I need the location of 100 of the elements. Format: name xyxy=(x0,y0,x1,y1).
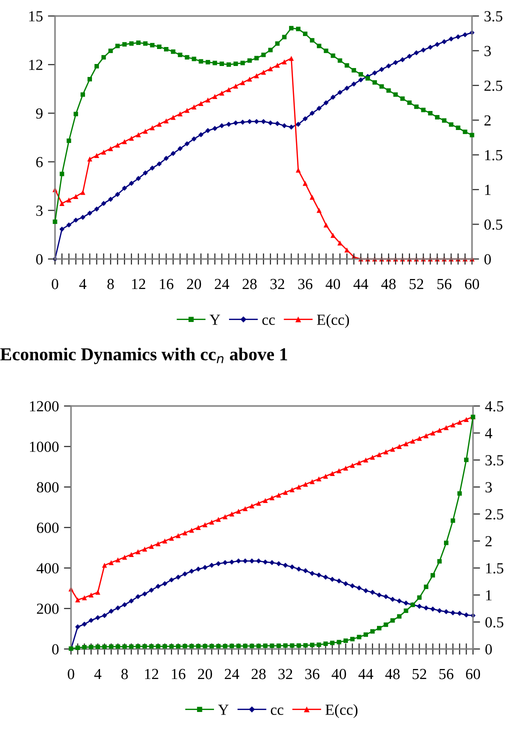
point xyxy=(256,558,262,564)
point xyxy=(262,560,268,565)
x-tick-label: 28 xyxy=(252,668,266,680)
x-tick-label: 16 xyxy=(160,278,174,290)
point xyxy=(82,622,87,627)
x-tick-label: 12 xyxy=(145,668,158,680)
point xyxy=(296,566,302,572)
point xyxy=(95,615,100,620)
y2-tick-label: 3.5 xyxy=(486,455,504,466)
y2-tick-label: 0 xyxy=(484,254,491,264)
point xyxy=(148,588,154,593)
point xyxy=(436,608,442,614)
point xyxy=(189,568,194,574)
point xyxy=(156,584,161,589)
y2-tick-label: 1 xyxy=(486,590,492,600)
point xyxy=(450,610,456,616)
x-tick-label: 28 xyxy=(242,278,257,290)
point xyxy=(128,598,134,604)
x-tick-label: 44 xyxy=(353,278,368,290)
point xyxy=(430,606,436,612)
point xyxy=(115,605,120,611)
point xyxy=(290,564,295,570)
point xyxy=(336,578,342,584)
y2-tick-label: 0 xyxy=(485,644,492,654)
y2-tick-label: 2.5 xyxy=(484,80,502,91)
point xyxy=(370,590,376,595)
point xyxy=(316,572,322,578)
point xyxy=(376,592,382,598)
y-tick-label: 3 xyxy=(36,206,43,216)
x-tick-label: 44 xyxy=(358,668,374,680)
point xyxy=(182,571,188,576)
y-tick-label: 400 xyxy=(36,563,59,574)
x-tick-label: 52 xyxy=(412,668,426,680)
legend-label: E(cc) xyxy=(325,704,358,718)
y-tick-label: 800 xyxy=(36,482,59,492)
point xyxy=(383,594,388,600)
x-tick-label: 60 xyxy=(465,278,480,290)
x-tick-label: 40 xyxy=(332,668,346,680)
point xyxy=(310,570,315,576)
x-tick-label: 8 xyxy=(107,278,114,290)
x-tick-label: 4 xyxy=(79,278,86,290)
point xyxy=(396,598,402,604)
point xyxy=(209,562,214,568)
point xyxy=(302,568,308,574)
chart-title: Economic Dynamics with cc$_{n}$ above 1 xyxy=(0,348,288,364)
y2-tick-label: 1.5 xyxy=(486,563,504,574)
y-tick-label: 200 xyxy=(36,604,59,614)
x-tick-label: 24 xyxy=(214,278,230,290)
point xyxy=(356,585,362,591)
y2-tick-label: 1 xyxy=(485,184,491,195)
point xyxy=(323,574,328,580)
point xyxy=(343,581,348,586)
legend-label: E(cc) xyxy=(316,314,349,328)
point xyxy=(108,608,114,614)
x-tick-label: 52 xyxy=(410,278,424,290)
x-tick-label: 4 xyxy=(94,668,102,680)
y-tick-label: 0 xyxy=(36,254,43,264)
point xyxy=(202,564,208,570)
point xyxy=(88,618,94,623)
point xyxy=(350,583,355,588)
y-tick-label: 0 xyxy=(52,644,59,654)
point xyxy=(122,602,128,608)
point xyxy=(403,600,409,606)
x-tick-label: 60 xyxy=(466,668,480,680)
x-tick-label: 56 xyxy=(437,278,452,290)
y-tick-label: 1000 xyxy=(30,442,59,452)
point xyxy=(168,577,174,582)
y-tick-label: 12 xyxy=(29,60,42,70)
y2-tick-label: 0.5 xyxy=(485,617,504,628)
y-tick-label: 6 xyxy=(36,156,43,168)
x-tick-label: 48 xyxy=(385,668,400,680)
point xyxy=(102,612,108,618)
y2-tick-label: 2 xyxy=(484,115,491,126)
x-tick-label: 48 xyxy=(381,278,396,290)
point xyxy=(464,612,469,618)
y-tick-label: 1200 xyxy=(30,401,59,412)
point xyxy=(249,558,254,564)
point xyxy=(196,566,201,572)
y-tick-label: 15 xyxy=(29,11,43,22)
point xyxy=(444,609,449,614)
point xyxy=(363,588,368,594)
y2-tick-label: 3.5 xyxy=(484,11,502,22)
y2-tick-label: 2.5 xyxy=(485,509,504,520)
y2-tick-label: 4 xyxy=(485,428,492,438)
x-tick-label: 20 xyxy=(187,278,202,290)
x-tick-label: 40 xyxy=(326,278,340,290)
y2-tick-label: 2 xyxy=(485,536,492,546)
point xyxy=(269,560,275,566)
point xyxy=(135,594,141,600)
x-tick-label: 56 xyxy=(439,668,454,680)
point xyxy=(330,576,335,582)
point xyxy=(457,610,462,616)
legend-label: Y xyxy=(210,314,220,325)
point xyxy=(424,605,429,611)
y2-tick-label: 3 xyxy=(486,482,492,492)
legend-label: cc xyxy=(270,708,284,715)
y2-tick-label: 1.5 xyxy=(485,150,502,160)
x-tick-label: 8 xyxy=(121,668,128,680)
point xyxy=(75,624,80,630)
point xyxy=(229,560,234,565)
